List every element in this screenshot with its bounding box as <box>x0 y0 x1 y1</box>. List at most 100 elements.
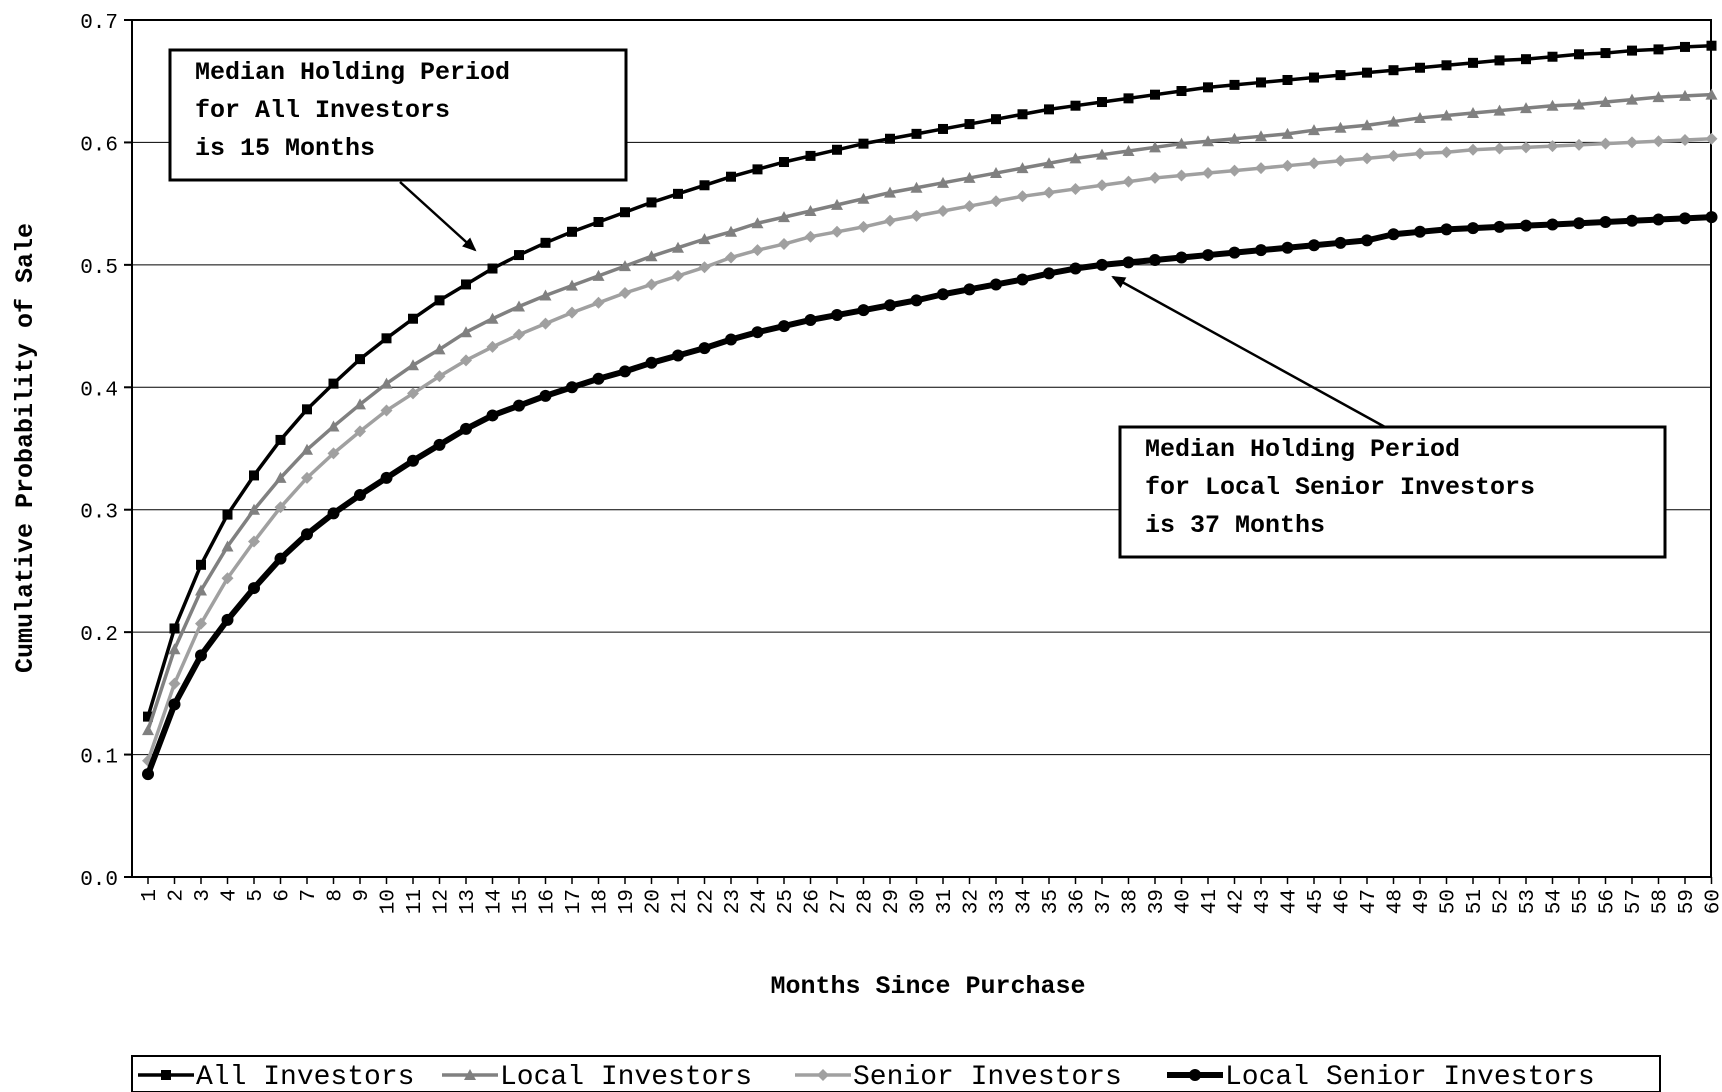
series-senior-investors <box>142 132 1718 767</box>
y-tick-label: 0.5 <box>80 257 118 280</box>
data-point <box>1440 109 1453 121</box>
x-tick-label: 24 <box>749 889 772 914</box>
data-point <box>751 326 764 339</box>
data-point <box>1679 89 1691 101</box>
x-tick-label: 19 <box>616 889 639 914</box>
data-point <box>1467 107 1479 119</box>
data-point <box>168 698 181 711</box>
data-point <box>645 356 658 369</box>
data-point <box>1493 104 1506 116</box>
data-point <box>698 342 711 355</box>
y-tick-label: 0.7 <box>80 12 118 35</box>
data-point <box>1521 54 1531 65</box>
data-point <box>566 306 578 319</box>
x-tick-label: 7 <box>298 889 321 902</box>
data-point <box>169 623 180 634</box>
data-point <box>884 186 896 198</box>
data-point <box>1467 222 1479 235</box>
x-tick-label: 36 <box>1067 889 1090 914</box>
y-tick-label: 0.4 <box>80 379 118 402</box>
data-point <box>1467 143 1479 156</box>
legend-item: All Investors <box>138 1062 414 1092</box>
x-tick-label: 3 <box>192 889 215 902</box>
data-point <box>1520 219 1532 232</box>
data-point <box>1256 77 1266 88</box>
data-point <box>1282 74 1293 85</box>
data-point <box>274 552 287 565</box>
annotation-line: for Local Senior Investors <box>1145 473 1535 502</box>
data-point <box>1546 99 1559 111</box>
data-point <box>1097 97 1107 108</box>
data-point <box>778 211 790 223</box>
data-point <box>619 287 631 300</box>
x-tick-label: 34 <box>1014 889 1037 914</box>
data-point <box>1387 228 1400 241</box>
data-point <box>513 300 525 312</box>
data-point <box>963 171 976 183</box>
data-point <box>1547 51 1558 62</box>
legend-item: Local Investors <box>442 1062 752 1092</box>
x-tick-label: 12 <box>431 889 454 914</box>
data-point <box>963 283 976 296</box>
y-tick-label: 0.3 <box>80 502 118 525</box>
x-tick-label: 44 <box>1279 889 1302 914</box>
data-point <box>725 251 737 264</box>
data-point <box>673 188 683 199</box>
x-tick-label: 16 <box>537 889 560 914</box>
x-axis-title: Months Since Purchase <box>770 972 1085 1001</box>
x-tick-label: 54 <box>1544 889 1567 914</box>
data-point <box>221 613 234 626</box>
data-point <box>433 370 446 383</box>
data-point <box>460 422 472 435</box>
x-tick-label: 45 <box>1305 889 1328 914</box>
data-point <box>1705 211 1718 224</box>
data-point <box>857 220 870 233</box>
data-point <box>1599 96 1612 108</box>
x-tick-label: 50 <box>1438 889 1461 914</box>
data-point <box>1414 111 1426 123</box>
x-tick-label: 20 <box>643 889 666 914</box>
data-point <box>1228 132 1241 144</box>
data-point <box>937 288 949 301</box>
data-point <box>1573 98 1585 110</box>
x-tick-label: 58 <box>1650 889 1673 914</box>
data-point <box>248 535 260 548</box>
data-point <box>380 404 393 417</box>
x-tick-label: 57 <box>1623 889 1646 914</box>
x-tick-label: 30 <box>908 889 931 914</box>
data-point <box>1520 141 1532 154</box>
data-point <box>1122 256 1135 269</box>
data-point <box>1149 253 1161 266</box>
data-point <box>1652 91 1665 103</box>
data-point <box>1361 119 1373 131</box>
data-point <box>354 398 366 410</box>
x-tick-label: 18 <box>590 889 613 914</box>
data-point <box>249 470 259 481</box>
y-tick-label: 0.0 <box>80 869 118 892</box>
data-point <box>1599 216 1612 229</box>
data-point <box>486 409 499 422</box>
data-point <box>620 207 630 218</box>
x-tick-label: 15 <box>510 889 533 914</box>
x-tick-label: 51 <box>1464 889 1487 914</box>
data-point <box>646 197 657 208</box>
data-point <box>699 180 710 191</box>
x-tick-label: 4 <box>219 889 242 902</box>
data-point <box>937 176 949 188</box>
x-tick-label: 21 <box>669 889 692 914</box>
data-point <box>1308 239 1320 252</box>
annotation-box <box>168 48 628 182</box>
data-point <box>1202 167 1214 180</box>
data-point <box>539 289 552 301</box>
data-point <box>645 250 658 262</box>
x-tick-label: 43 <box>1252 889 1275 914</box>
data-point <box>1414 147 1426 160</box>
data-point <box>1043 186 1055 199</box>
data-point <box>1334 236 1347 249</box>
data-point <box>1096 148 1108 160</box>
data-point <box>1308 157 1320 170</box>
legend: All Investors Local Investors Senior Inves… <box>131 1055 1661 1092</box>
x-tick-label: 53 <box>1517 889 1540 914</box>
data-point <box>1652 213 1665 226</box>
x-tick-label: 59 <box>1676 889 1699 914</box>
